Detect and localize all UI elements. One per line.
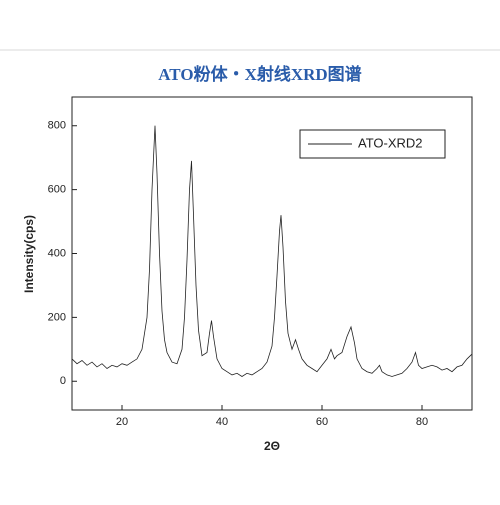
y-axis-label: Intensity(cps) (22, 215, 36, 293)
xrd-line (71, 125, 473, 377)
x-axis-label: 2Θ (264, 439, 280, 453)
x-tick-label: 40 (216, 416, 228, 428)
y-tick-label: 800 (48, 120, 66, 132)
x-tick-label: 80 (416, 416, 428, 428)
y-tick-label: 0 (60, 375, 66, 387)
x-tick-label: 20 (116, 416, 128, 428)
legend-label: ATO-XRD2 (358, 135, 423, 150)
chart-title: ATO粉体・X射线XRD图谱 (158, 64, 361, 84)
y-tick-label: 600 (48, 184, 66, 196)
y-tick-label: 400 (48, 247, 66, 259)
y-tick-label: 200 (48, 311, 66, 323)
x-tick-label: 60 (316, 416, 328, 428)
